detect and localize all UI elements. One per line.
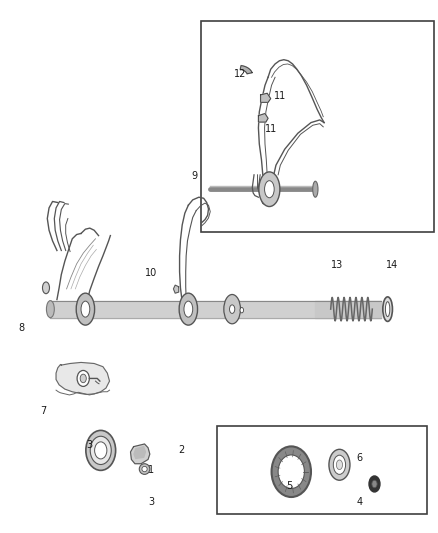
Polygon shape [134,447,145,458]
Text: 2: 2 [179,446,185,455]
Text: 12: 12 [234,69,246,78]
Ellipse shape [142,466,147,472]
Polygon shape [261,93,271,102]
Polygon shape [131,444,150,464]
Ellipse shape [259,172,280,206]
Ellipse shape [265,181,274,198]
Text: 3: 3 [148,497,154,507]
Text: 8: 8 [18,323,24,333]
Bar [217,426,427,514]
Ellipse shape [272,447,311,497]
Ellipse shape [46,301,54,318]
Ellipse shape [76,293,95,325]
Ellipse shape [369,476,380,492]
Text: 11: 11 [265,124,277,134]
Ellipse shape [81,301,90,317]
Ellipse shape [278,455,304,488]
Ellipse shape [329,449,350,480]
Text: 1: 1 [148,465,154,475]
Ellipse shape [90,436,111,464]
Ellipse shape [179,293,198,325]
Text: 13: 13 [331,261,343,270]
Polygon shape [258,114,268,122]
Text: 6: 6 [356,454,362,463]
Ellipse shape [333,455,346,474]
Ellipse shape [184,301,193,317]
Text: 4: 4 [356,497,362,507]
Ellipse shape [230,305,235,313]
Ellipse shape [383,297,392,321]
Ellipse shape [77,370,89,386]
Ellipse shape [42,282,49,294]
Text: 9: 9 [192,171,198,181]
Text: 14: 14 [386,261,398,270]
Text: 10: 10 [145,268,157,278]
Ellipse shape [372,480,377,488]
Text: 11: 11 [274,91,286,101]
Polygon shape [56,362,110,394]
Ellipse shape [80,374,86,383]
Ellipse shape [224,294,240,324]
Text: 5: 5 [286,481,292,491]
Ellipse shape [313,181,318,197]
Ellipse shape [86,431,116,471]
Text: 3: 3 [87,440,93,450]
Bar [201,21,434,232]
Ellipse shape [95,442,107,459]
Polygon shape [240,66,252,74]
Ellipse shape [240,308,244,313]
Ellipse shape [336,460,343,470]
Ellipse shape [139,464,150,474]
Ellipse shape [385,302,390,317]
Polygon shape [173,285,179,293]
Text: 7: 7 [41,407,47,416]
